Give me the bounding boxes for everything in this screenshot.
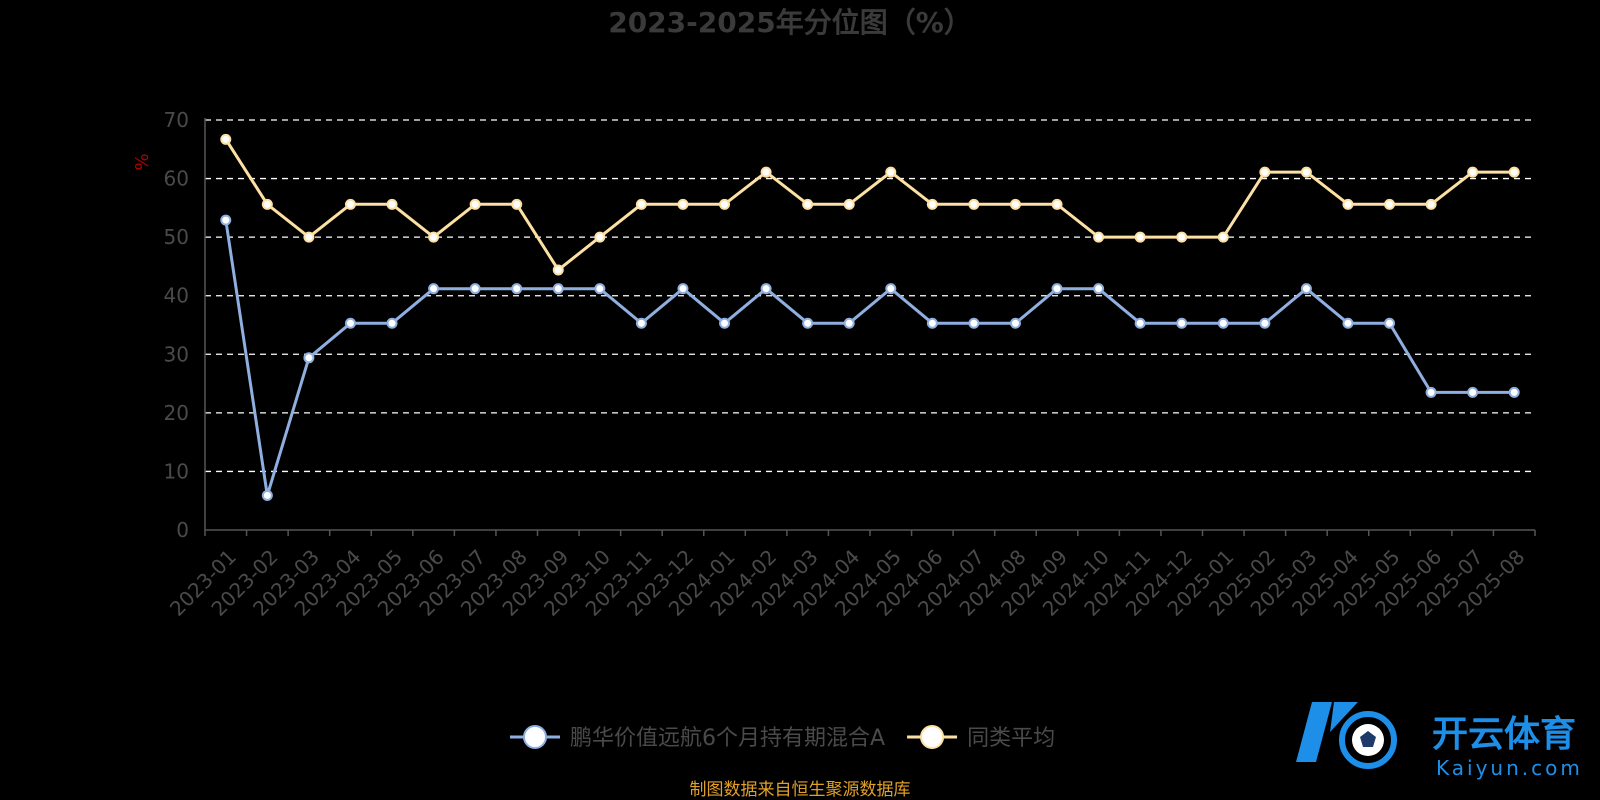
data-point[interactable] xyxy=(1217,317,1229,329)
y-tick-label: 60 xyxy=(164,167,189,191)
logo-k-arm xyxy=(1330,702,1358,732)
data-point[interactable] xyxy=(760,166,772,178)
data-point[interactable] xyxy=(719,198,731,210)
data-point[interactable] xyxy=(968,317,980,329)
data-point[interactable] xyxy=(1384,198,1396,210)
data-point[interactable] xyxy=(1009,198,1021,210)
data-point[interactable] xyxy=(1342,198,1354,210)
data-point[interactable] xyxy=(303,231,315,243)
data-point[interactable] xyxy=(428,231,440,243)
y-tick-label: 40 xyxy=(164,284,189,308)
axes: 0102030405060702023-012023-022023-032023… xyxy=(164,108,1536,621)
data-point[interactable] xyxy=(843,198,855,210)
data-point[interactable] xyxy=(719,317,731,329)
data-point[interactable] xyxy=(511,198,523,210)
data-point[interactable] xyxy=(261,198,273,210)
data-point[interactable] xyxy=(469,198,481,210)
data-point[interactable] xyxy=(1467,386,1479,398)
logo-ring xyxy=(1339,711,1397,769)
data-point[interactable] xyxy=(635,198,647,210)
data-point[interactable] xyxy=(594,283,606,295)
data-point[interactable] xyxy=(552,283,564,295)
data-point[interactable] xyxy=(968,198,980,210)
data-point[interactable] xyxy=(1259,317,1271,329)
data-point[interactable] xyxy=(1425,386,1437,398)
y-tick-label: 70 xyxy=(164,108,189,132)
data-point[interactable] xyxy=(926,198,938,210)
y-tick-label: 50 xyxy=(164,225,189,249)
data-point[interactable] xyxy=(220,133,232,145)
data-point[interactable] xyxy=(1217,231,1229,243)
data-point[interactable] xyxy=(1134,317,1146,329)
data-point[interactable] xyxy=(1384,317,1396,329)
legend-item-1[interactable]: 鹏华价值远航6个月持有期混合A xyxy=(510,725,885,751)
data-point[interactable] xyxy=(1176,231,1188,243)
data-point[interactable] xyxy=(677,198,689,210)
data-point[interactable] xyxy=(428,283,440,295)
data-point[interactable] xyxy=(1176,317,1188,329)
series-line xyxy=(224,219,1515,497)
data-point[interactable] xyxy=(635,317,647,329)
series-line xyxy=(224,138,1515,272)
data-point[interactable] xyxy=(926,317,938,329)
grid-lines xyxy=(205,119,1535,473)
series-2 xyxy=(220,133,1520,276)
data-point[interactable] xyxy=(386,317,398,329)
data-point[interactable] xyxy=(843,317,855,329)
y-tick-label: 20 xyxy=(164,401,189,425)
data-point[interactable] xyxy=(511,283,523,295)
data-point[interactable] xyxy=(885,283,897,295)
legend-item-2[interactable]: 同类平均 xyxy=(907,725,1055,751)
brand-name-cn: 开云体育 xyxy=(1432,714,1576,755)
data-point[interactable] xyxy=(220,214,232,226)
y-tick-label: 0 xyxy=(176,518,189,542)
data-point[interactable] xyxy=(1300,283,1312,295)
data-point[interactable] xyxy=(1425,198,1437,210)
data-point[interactable] xyxy=(303,352,315,364)
logo-k-stem xyxy=(1296,702,1332,762)
data-point[interactable] xyxy=(885,166,897,178)
data-point[interactable] xyxy=(1300,166,1312,178)
legend-marker xyxy=(523,725,547,749)
data-point[interactable] xyxy=(1134,231,1146,243)
data-point[interactable] xyxy=(344,198,356,210)
data-point[interactable] xyxy=(1508,166,1520,178)
data-point[interactable] xyxy=(760,283,772,295)
chart-title: 2023-2025年分位图（%） xyxy=(608,6,972,39)
data-point[interactable] xyxy=(469,283,481,295)
legend-label: 鹏华价值远航6个月持有期混合A xyxy=(570,726,885,751)
data-point[interactable] xyxy=(1342,317,1354,329)
y-axis-label: % xyxy=(132,153,153,170)
soccer-ball-pentagon xyxy=(1360,731,1376,747)
data-point[interactable] xyxy=(1467,166,1479,178)
brand-name-en: Kaiyun.com xyxy=(1436,756,1583,780)
data-point[interactable] xyxy=(594,231,606,243)
data-point[interactable] xyxy=(677,283,689,295)
series-layer xyxy=(220,133,1520,501)
data-point[interactable] xyxy=(344,317,356,329)
series-1 xyxy=(220,214,1520,501)
y-tick-label: 10 xyxy=(164,459,189,483)
brand-logo xyxy=(1296,702,1397,769)
data-point[interactable] xyxy=(1051,198,1063,210)
legend-marker xyxy=(920,725,945,749)
data-point[interactable] xyxy=(802,317,814,329)
data-point[interactable] xyxy=(1508,386,1520,398)
brand-watermark: 开云体育 Kaiyun.com xyxy=(1296,702,1583,780)
data-point[interactable] xyxy=(1093,231,1105,243)
legend-label: 同类平均 xyxy=(967,726,1055,751)
data-point[interactable] xyxy=(1051,283,1063,295)
data-point[interactable] xyxy=(386,198,398,210)
data-point[interactable] xyxy=(552,264,564,276)
data-source-note: 制图数据来自恒生聚源数据库 xyxy=(690,780,911,800)
data-point[interactable] xyxy=(1259,166,1271,178)
data-point[interactable] xyxy=(1009,317,1021,329)
data-point[interactable] xyxy=(1093,283,1105,295)
legend[interactable]: 鹏华价值远航6个月持有期混合A 同类平均 xyxy=(510,725,1055,751)
data-point[interactable] xyxy=(802,198,814,210)
data-point[interactable] xyxy=(261,489,273,501)
y-tick-label: 30 xyxy=(164,342,189,366)
